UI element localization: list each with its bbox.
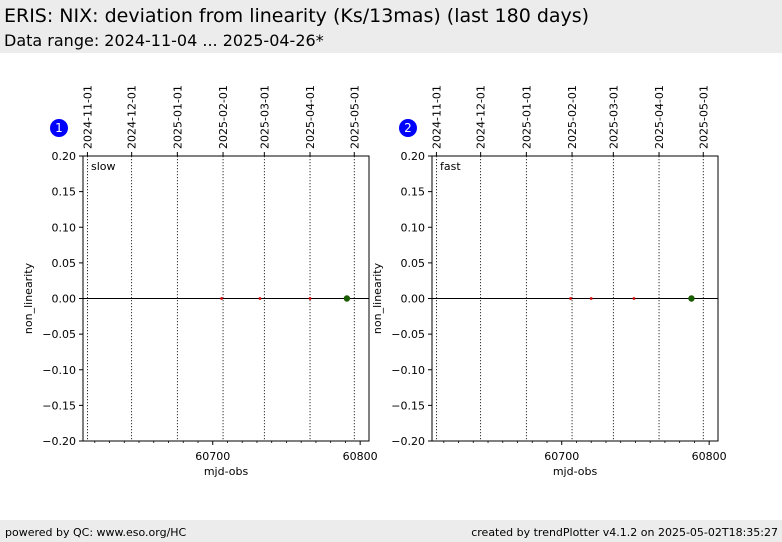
y-tick-label: −0.15 [391,399,425,412]
date-tick-label: 2024-12-01 [126,85,139,149]
date-tick-label: 2024-11-01 [81,85,94,149]
x-axis-label: mjd-obs [553,465,598,478]
y-axis-label: non_linearity [371,262,384,334]
panel-1: 0.20 0.15 0.10 0.05 0.00 −0.05 −0.10 −0.15 −0.20… [22,85,378,478]
y-tick-label: 0.10 [401,221,426,234]
y-tick-label: −0.10 [391,364,425,377]
date-tick-label: 2025-02-01 [566,85,579,149]
data-point [632,297,636,300]
plots-area: 0.20 0.15 0.10 0.05 0.00 −0.05 −0.10 −0.15 −0.20… [22,85,727,478]
panel-badge-number: 1 [55,121,63,135]
date-tick-label: 2025-03-01 [258,85,271,149]
y-tick-label: 0.15 [52,186,77,199]
y-tick-label: −0.15 [42,399,76,412]
date-tick-label: 2025-04-01 [304,85,317,149]
x-tick-label: 60800 [692,450,727,463]
panel-2: 0.20 0.15 0.10 0.05 0.00 −0.05 −0.10 −0.15 −0.20… [371,85,727,478]
data-range-subtitle: Data range: 2024-11-04 ... 2025-04-26* [4,31,324,50]
date-tick-label: 2025-01-01 [520,85,533,149]
x-axis-label: mjd-obs [204,465,249,478]
data-point [569,297,572,300]
date-tick-label: 2025-01-01 [171,85,184,149]
latest-data-point [343,295,351,302]
data-point [258,297,262,300]
panel-badge-circle [399,119,417,137]
y-tick-label: 0.20 [52,150,77,163]
panel-label: fast [440,160,461,173]
y-axis-label: non_linearity [22,262,35,334]
panel-badge-circle [50,119,68,137]
date-tick-label: 2025-02-01 [217,85,230,149]
y-tick-label: 0.20 [401,150,426,163]
panel-badge-number: 2 [404,121,412,135]
y-tick-label: 0.00 [52,293,77,306]
date-tick-label: 2025-05-01 [348,85,361,149]
y-tick-label: −0.20 [391,435,425,448]
y-tick-label: −0.10 [42,364,76,377]
y-tick-label: −0.05 [42,328,76,341]
x-tick-label: 60700 [544,450,579,463]
y-tick-label: −0.05 [391,328,425,341]
date-tick-label: 2025-05-01 [697,85,710,149]
x-tick-label: 60700 [195,450,230,463]
data-point [308,297,312,300]
y-tick-label: 0.05 [52,257,77,270]
report-footer: powered by QC: www.eso.org/HC created by… [0,520,782,542]
x-tick-label: 60800 [343,450,378,463]
data-point [589,297,593,300]
y-tick-label: −0.20 [42,435,76,448]
y-tick-label: 0.00 [401,293,426,306]
panel-label: slow [91,160,116,173]
footer-powered-by: powered by QC: www.eso.org/HC [5,526,187,539]
date-tick-label: 2025-03-01 [607,85,620,149]
data-point [220,297,223,300]
report-title: ERIS: NIX: deviation from linearity (Ks/… [4,5,590,27]
y-tick-label: 0.10 [52,221,77,234]
y-tick-label: 0.05 [401,257,426,270]
report-header: ERIS: NIX: deviation from linearity (Ks/… [0,0,782,53]
date-tick-label: 2025-04-01 [653,85,666,149]
footer-created-by: created by trendPlotter v4.1.2 on 2025-0… [471,526,778,539]
date-tick-label: 2024-11-01 [430,85,443,149]
y-tick-label: 0.15 [401,186,426,199]
latest-data-point [688,295,695,302]
date-tick-label: 2024-12-01 [475,85,488,149]
